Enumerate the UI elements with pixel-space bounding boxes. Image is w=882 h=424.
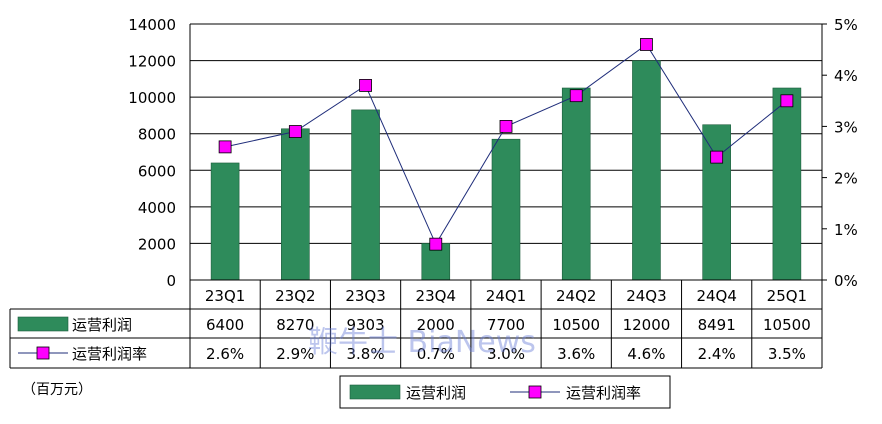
- bar: [210, 162, 240, 281]
- right-tick-label: 0%: [834, 272, 858, 290]
- data-label: 7700: [487, 316, 525, 334]
- x-tick-label: 23Q2: [275, 287, 315, 305]
- data-label: 3.0%: [487, 345, 525, 363]
- right-axis-ticks: 0% 1% 2% 3% 4% 5%: [822, 16, 858, 290]
- line-marker: [710, 150, 724, 164]
- legend-swatch-marker: [528, 385, 542, 399]
- data-label: 2.9%: [276, 345, 314, 363]
- data-label: 2.4%: [698, 345, 736, 363]
- x-tick-label: 24Q3: [626, 287, 666, 305]
- legend-label: 运营利润率: [566, 384, 641, 402]
- data-label: 3.5%: [768, 345, 806, 363]
- right-tick-label: 1%: [834, 221, 858, 239]
- x-tick-label: 24Q4: [696, 287, 736, 305]
- data-label: 3.6%: [557, 345, 595, 363]
- data-table: 23Q1 23Q2 23Q3 23Q4 24Q1 24Q2 24Q3 24Q4 25Q1 运营利润…: [9, 279, 823, 369]
- data-label: 2000: [417, 316, 455, 334]
- legend-swatch-bar: [349, 384, 401, 400]
- left-tick-label: 10000: [128, 89, 176, 107]
- right-tick-label: 5%: [834, 16, 858, 34]
- watermark: 鞭牛士 BiaNews: [308, 325, 536, 360]
- bar-series: [210, 60, 802, 281]
- bar: [772, 87, 802, 281]
- x-tick-label: 23Q3: [345, 287, 385, 305]
- data-label: 10500: [552, 316, 600, 334]
- x-tick-label: 24Q2: [556, 287, 596, 305]
- x-tick-label: 25Q1: [767, 287, 807, 305]
- left-tick-label: 12000: [128, 53, 176, 71]
- data-label: 6400: [206, 316, 244, 334]
- data-label: 0.7%: [417, 345, 455, 363]
- x-tick-label: 23Q4: [416, 287, 456, 305]
- right-tick-label: 2%: [834, 170, 858, 188]
- left-tick-label: 0: [166, 272, 176, 290]
- unit-label: （百万元）: [22, 382, 92, 398]
- line-row-swatch-marker: [36, 346, 50, 360]
- left-tick-label: 8000: [138, 126, 176, 144]
- line-marker: [288, 125, 302, 138]
- axes: [189, 24, 823, 280]
- left-tick-label: 2000: [138, 235, 176, 253]
- left-tick-label: 4000: [138, 199, 176, 217]
- line-row-label: 运营利润率: [72, 345, 147, 363]
- bar: [351, 109, 380, 281]
- legend-label: 运营利润: [406, 384, 466, 402]
- right-tick-label: 4%: [834, 67, 858, 85]
- line-series: [218, 38, 794, 251]
- line-marker: [640, 38, 653, 51]
- left-tick-label: 14000: [128, 16, 176, 34]
- bar-row-swatch: [17, 316, 69, 332]
- bar: [702, 124, 731, 281]
- legend: 运营利润 运营利润率: [339, 375, 671, 409]
- x-tick-label: 23Q1: [205, 287, 245, 305]
- data-label: 2.6%: [206, 345, 244, 363]
- left-axis-ticks: 0 2000 4000 6000 8000 10000 12000 14000: [128, 16, 176, 290]
- bar: [281, 128, 310, 281]
- line-marker: [359, 79, 372, 92]
- line-marker: [499, 120, 513, 133]
- data-label: 3.8%: [347, 345, 385, 363]
- bar: [561, 87, 591, 281]
- data-label: 8491: [698, 316, 736, 334]
- line-marker: [218, 140, 232, 154]
- x-tick-label: 24Q1: [486, 287, 526, 305]
- left-tick-label: 6000: [138, 162, 176, 180]
- bar: [632, 60, 661, 281]
- data-label: 8270: [276, 316, 314, 334]
- right-tick-label: 3%: [834, 118, 858, 136]
- data-label: 4.6%: [627, 345, 665, 363]
- bar: [491, 138, 521, 281]
- data-label: 10500: [763, 316, 811, 334]
- line-marker: [569, 89, 583, 103]
- data-label: 9303: [346, 316, 384, 334]
- line-marker: [780, 94, 794, 108]
- bar-row-label: 运营利润: [72, 316, 132, 334]
- data-label: 12000: [623, 316, 671, 334]
- line-marker: [429, 237, 443, 251]
